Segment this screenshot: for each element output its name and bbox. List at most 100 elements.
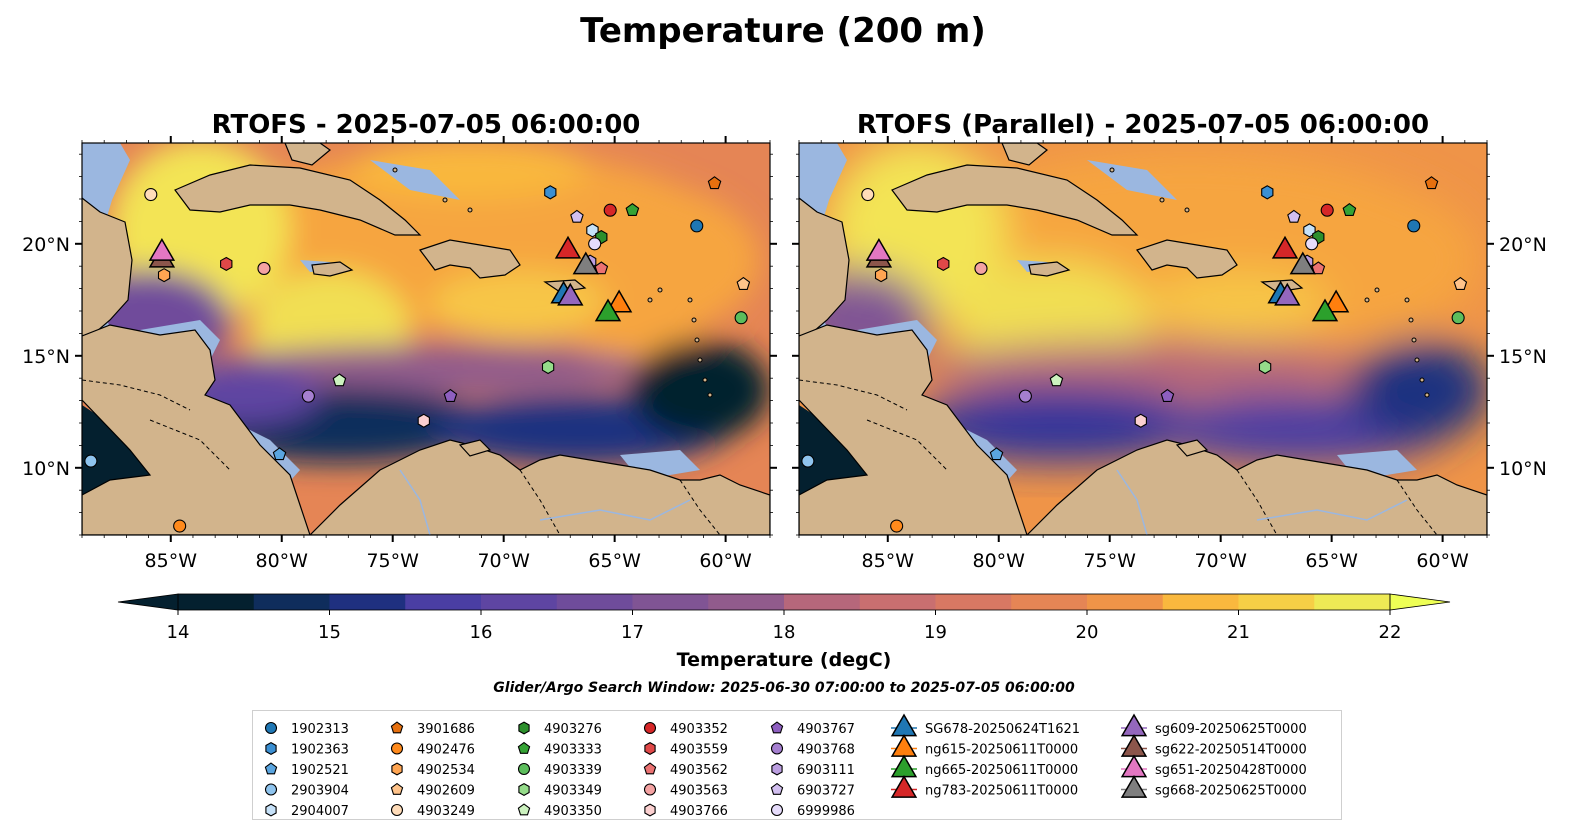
y-tick-label: 20°N <box>22 234 70 256</box>
colorbar-segment <box>1011 594 1088 610</box>
legend-label: sg668-20250625T0000 <box>1155 784 1307 799</box>
glider-sg651-20250428T0000 <box>865 238 893 261</box>
legend-marker-sg668-20250625T0000 <box>1120 775 1148 798</box>
legend-marker-4903766 <box>644 803 656 817</box>
argo-float-4903352 <box>1320 203 1334 217</box>
x-tick-label: 65°W <box>1305 550 1358 572</box>
legend-marker-4903768 <box>770 742 784 755</box>
argo-float-2903904 <box>801 454 815 468</box>
x-tick-label: 70°W <box>1194 550 1247 572</box>
glider-ng615-20250611T0000 <box>1322 289 1350 313</box>
legend-marker-4902609 <box>390 782 404 795</box>
argo-float-4903562 <box>1311 261 1326 275</box>
legend-marker-4903562 <box>643 762 657 775</box>
legend-marker-3901686 <box>390 721 404 734</box>
legend-marker-sg622-20250514T0000 <box>1120 734 1148 757</box>
argo-float-4903768 <box>301 389 315 403</box>
legend-label: ng615-20250611T0000 <box>925 743 1078 758</box>
legend-label: 4903249 <box>417 804 475 819</box>
right-map-markers <box>801 176 1468 533</box>
glider-ng615-20250611T0000 <box>605 289 633 313</box>
argo-float-6903727 <box>1287 209 1301 223</box>
legend-label: 4903349 <box>544 784 602 799</box>
legend-label: 6999986 <box>797 804 855 819</box>
legend-marker-2903904 <box>264 783 278 796</box>
legend-label: 2903904 <box>291 784 349 799</box>
argo-float-4903350 <box>332 373 347 387</box>
legend-marker-4903563 <box>643 783 657 796</box>
colorbar-label: Temperature (degC) <box>677 649 892 671</box>
argo-float-4903563 <box>257 261 271 275</box>
legend-marker-4903767 <box>770 721 784 734</box>
argo-float-6903727 <box>570 209 584 223</box>
right-map-title: RTOFS (Parallel) - 2025-07-05 06:00:00 <box>857 110 1429 140</box>
argo-float-4902534 <box>157 268 171 283</box>
argo-float-4903767 <box>1160 388 1175 402</box>
legend-marker-6903111 <box>771 762 783 776</box>
x-tick-label: 60°W <box>1416 550 1469 572</box>
right-map: 85°W 80°W 75°W 70°W 65°W 60°W 20°N 15°N 10°N <box>792 136 1547 572</box>
colorbar-segment <box>859 594 936 610</box>
right-land <box>799 143 1487 535</box>
glider-sg609-20250625T0000 <box>557 282 584 306</box>
legend-entries: 1902313 1902363 1902521 2903904 2904007 39016… <box>264 713 1307 819</box>
right-borders <box>799 379 1438 535</box>
x-tick-label: 80°W <box>256 550 309 572</box>
argo-float-4902476 <box>173 519 187 533</box>
legend-label: 4903562 <box>670 763 728 778</box>
right-islands <box>1109 167 1430 398</box>
legend-label: 4903559 <box>670 743 728 758</box>
legend-marker-4902476 <box>390 742 404 755</box>
x-tick-label: 60°W <box>699 550 752 572</box>
legend-label: sg651-20250428T0000 <box>1155 763 1307 778</box>
right-map-ticks: 85°W 80°W 75°W 70°W 65°W 60°W 20°N 15°N 10°N <box>792 136 1547 572</box>
left-map-title: RTOFS - 2025-07-05 06:00:00 <box>212 110 641 140</box>
argo-float-1902521 <box>989 447 1004 461</box>
colorbar-tick-label: 14 <box>167 622 190 643</box>
argo-float-4903333 <box>1342 203 1357 216</box>
glider-ng783-20250611T0000 <box>1271 235 1299 259</box>
legend-label: 4903276 <box>544 722 602 737</box>
argo-float-4903767 <box>443 388 458 402</box>
colorbar-segment <box>708 594 785 610</box>
glider-sg668-20250625T0000 <box>572 251 599 275</box>
x-tick-label: 75°W <box>1083 550 1136 572</box>
colorbar-tick-label: 18 <box>773 622 796 643</box>
legend-marker-4902534 <box>391 762 403 776</box>
legend-label: ng665-20250611T0000 <box>925 763 1078 778</box>
left-land <box>82 143 770 535</box>
legend-label: 3901686 <box>417 722 475 737</box>
argo-float-4903768 <box>1018 389 1032 403</box>
colorbar-segment <box>405 594 482 610</box>
left-temperature-field <box>82 143 770 465</box>
colorbar-segment <box>1314 594 1391 610</box>
colorbar-extend-low <box>117 593 179 611</box>
y-tick-label: 10°N <box>22 458 70 480</box>
legend-label: 4903768 <box>797 743 855 758</box>
glider-sg668-20250625T0000 <box>1289 251 1316 275</box>
argo-float-4902609 <box>736 276 751 290</box>
legend-label: 4902476 <box>417 743 475 758</box>
legend-marker-4903276 <box>518 721 530 735</box>
x-tick-label: 85°W <box>145 550 198 572</box>
argo-float-1902521 <box>272 447 287 461</box>
colorbar: 14 15 16 17 18 19 20 21 22 Temperature (degC) <box>117 593 1451 671</box>
legend-label: sg622-20250514T0000 <box>1155 743 1307 758</box>
colorbar-segment <box>1162 594 1239 610</box>
x-tick-label: 80°W <box>973 550 1026 572</box>
x-tick-label: 75°W <box>366 550 419 572</box>
colorbar-segment <box>253 594 330 610</box>
legend-marker-4903333 <box>517 741 531 754</box>
left-islands <box>392 167 713 398</box>
legend-label: 4903333 <box>544 743 602 758</box>
legend-marker-4903249 <box>390 803 404 817</box>
argo-float-4903559 <box>220 256 233 272</box>
colorbar-extend-high <box>1389 593 1451 611</box>
legend-marker-4903352 <box>643 721 657 735</box>
colorbar-segment <box>556 594 633 610</box>
legend-label: 4903767 <box>797 722 855 737</box>
glider-sg651-20250428T0000 <box>148 238 176 261</box>
argo-float-4903766 <box>417 413 430 428</box>
legend-marker-1902363 <box>265 741 277 756</box>
legend-label: 4903352 <box>670 722 728 737</box>
